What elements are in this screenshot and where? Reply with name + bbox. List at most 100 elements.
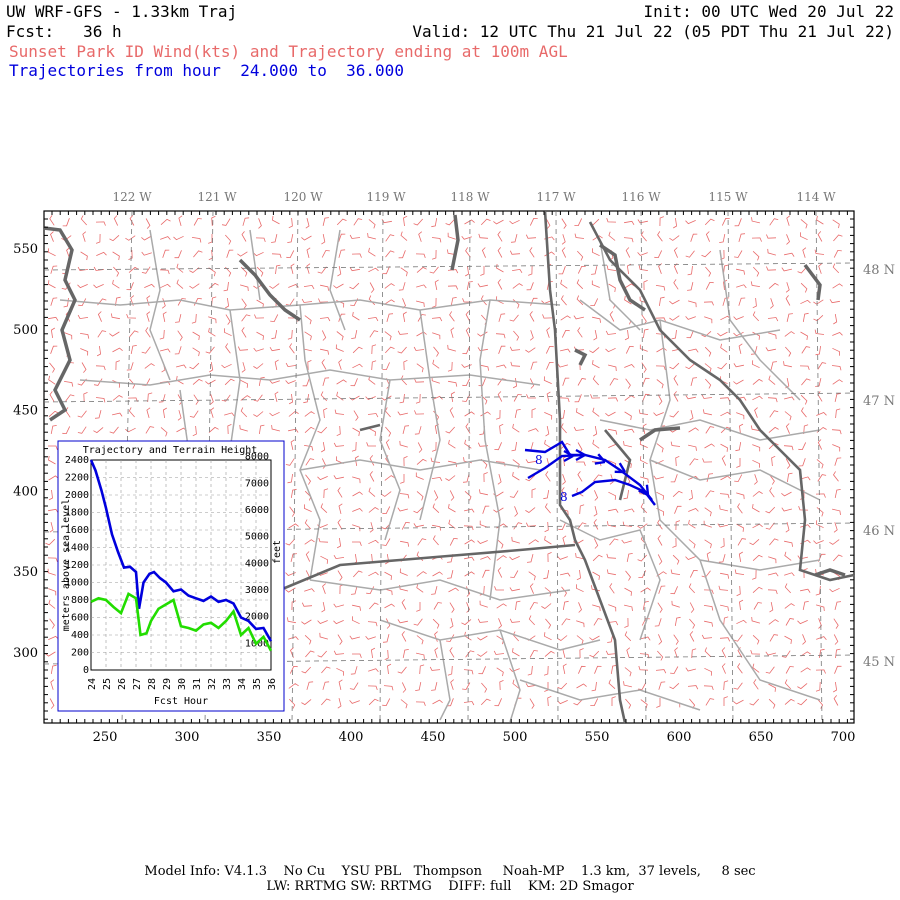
field-title: Sunset Park ID Wind(kts) and Trajectory …	[9, 42, 568, 61]
x-tick-label: 600	[667, 730, 692, 745]
x-tick-label: 550	[585, 730, 610, 745]
county-border	[599, 239, 641, 331]
inset-x-tick: 32	[207, 678, 218, 690]
inset-left-tick: 800	[71, 595, 89, 606]
x-tick-label: 450	[421, 730, 446, 745]
trajectory-arrow	[594, 453, 606, 465]
inset-right-tick: 8000	[245, 452, 269, 463]
inset-x-tick: 26	[117, 678, 128, 690]
longitude-label: 122 W	[112, 190, 152, 204]
county-border	[659, 519, 821, 571]
inset-left-tick: 2000	[65, 490, 89, 501]
inset-title: Trajectory and Terrain Height	[83, 445, 258, 456]
water-body	[238, 258, 301, 322]
county-border	[699, 559, 821, 701]
trajectory-path	[571, 478, 656, 506]
water-body	[639, 426, 681, 442]
meridian-line	[379, 210, 384, 724]
inset-x-tick: 24	[87, 678, 98, 690]
inset-left-tick: 2400	[65, 455, 89, 466]
x-tick-label: 700	[831, 730, 856, 745]
x-tick-label: 400	[339, 730, 364, 745]
latitude-label: 47 N	[863, 394, 895, 409]
latitude-label: 46 N	[863, 524, 895, 539]
inset-left-tick: 200	[71, 648, 89, 659]
inset-left-tick: 1600	[65, 525, 89, 536]
x-axis-labels: 250 300 350 400 450 500 550 600 650 700	[93, 730, 856, 745]
inset-x-tick: 25	[102, 678, 113, 690]
terrain-height-inset: Trajectory and Terrain Height 2400 2200 20…	[57, 440, 285, 712]
y-axis-labels: 550 500 450 400 350 300	[13, 242, 38, 661]
x-tick-label: 650	[749, 730, 774, 745]
longitude-label: 115 W	[708, 190, 748, 204]
inset-series	[89, 459, 273, 652]
county-border	[149, 229, 171, 381]
trajectory-arrow	[563, 449, 574, 463]
inset-left-tick: 0	[83, 665, 89, 676]
latitude-labels: 48 N 47 N 46 N 45 N	[863, 263, 895, 670]
inset-x-tick: 35	[252, 678, 263, 690]
inset-frame	[57, 440, 285, 712]
trajectories: 88	[524, 440, 656, 506]
y-tick-label: 500	[13, 323, 38, 338]
county-borders	[59, 229, 821, 723]
inset-x-tick: 33	[222, 678, 233, 690]
water-body	[43, 226, 77, 422]
inset-x-tick: 36	[267, 678, 278, 690]
meridian-line	[555, 210, 559, 724]
county-border	[419, 309, 441, 521]
county-border	[299, 459, 541, 471]
x-tick-label: 350	[257, 730, 282, 745]
county-border	[299, 304, 321, 581]
longitude-labels: 122 W 121 W 120 W 119 W 118 W 117 W 116 W 115 W…	[112, 190, 836, 204]
y-tick-label: 550	[13, 242, 38, 257]
state-border	[359, 423, 381, 432]
state-border	[588, 221, 855, 582]
inset-x-tick: 28	[147, 678, 158, 690]
inset-x-tick: 27	[132, 678, 143, 690]
longitude-label: 114 W	[796, 190, 836, 204]
inset-left-tick: 600	[71, 613, 89, 624]
inset-right-tick: 5000	[245, 532, 269, 543]
inset-x-axis-label: Fcst Hour	[154, 696, 208, 707]
inset-tick-labels: 2400220020001800160014001200100080060040…	[65, 452, 278, 690]
longitude-label: 120 W	[283, 190, 323, 204]
inset-x-tick: 34	[237, 678, 248, 690]
y-tick-label: 450	[13, 404, 38, 419]
forecast-hour: Fcst: 36 h	[6, 22, 122, 41]
inset-series-line	[90, 592, 273, 652]
model-title: UW WRF-GFS - 1.33km Traj	[6, 2, 238, 21]
inset-left-axis-label: meters above sea level	[61, 499, 72, 631]
valid-time: Valid: 12 UTC Thu 21 Jul 22 (05 PDT Thu …	[412, 22, 894, 41]
meridian-line	[727, 210, 734, 724]
x-tick-label: 250	[93, 730, 118, 745]
inset-left-tick: 400	[71, 630, 89, 641]
parallel-line	[43, 262, 855, 271]
county-border	[519, 679, 701, 711]
latitude-label: 45 N	[863, 655, 895, 670]
county-border	[559, 519, 661, 641]
inset-right-tick: 2000	[245, 612, 269, 623]
county-border	[79, 369, 541, 386]
longitude-label: 119 W	[366, 190, 406, 204]
y-tick-label: 400	[13, 484, 38, 499]
state-border	[543, 210, 627, 724]
longitude-label: 116 W	[621, 190, 661, 204]
inset-left-tick: 1400	[65, 543, 89, 554]
y-tick-label: 300	[13, 646, 38, 661]
inset-right-axis-label: feet	[272, 540, 283, 564]
county-border	[649, 459, 821, 501]
county-border	[439, 639, 451, 721]
inset-left-tick: 1800	[65, 508, 89, 519]
county-border	[329, 229, 346, 331]
frame-ticks	[44, 211, 854, 723]
inset-right-tick: 6000	[245, 505, 269, 516]
water-body	[599, 243, 646, 312]
water-body	[814, 568, 846, 577]
init-time: Init: 00 UTC Wed 20 Jul 22	[643, 2, 894, 21]
x-tick-label: 500	[503, 730, 528, 745]
county-border	[499, 629, 521, 723]
water-bodies	[43, 214, 846, 577]
longitude-label: 118 W	[450, 190, 490, 204]
